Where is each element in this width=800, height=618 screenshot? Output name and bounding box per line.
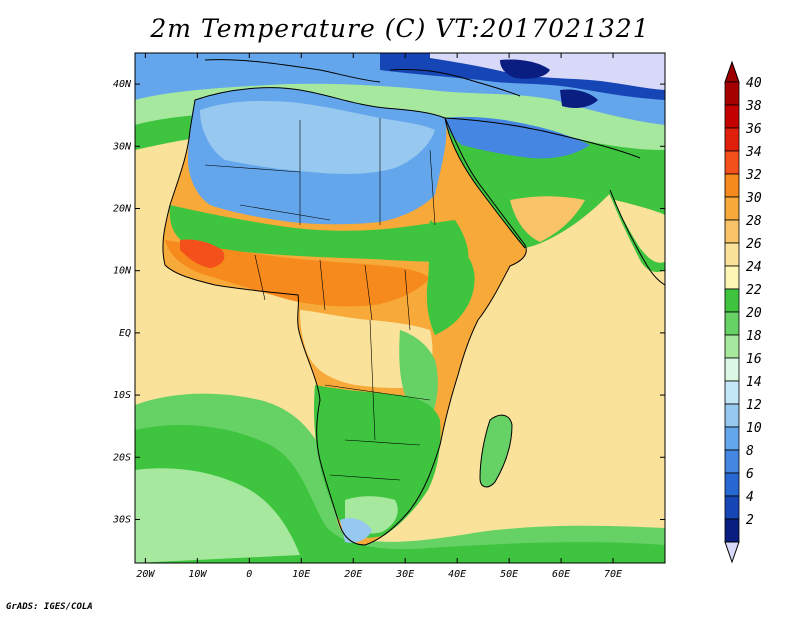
country-borders: [204, 118, 436, 481]
colorbar-segment: [724, 219, 740, 244]
sahara-light-blue: [200, 100, 435, 174]
colorbar-top-arrow: [724, 60, 740, 83]
colorbar-label: 2: [746, 513, 754, 528]
x-tick-label: 10W: [188, 569, 207, 580]
colorbar-label: 38: [745, 99, 762, 114]
arabia-coastline: [444, 117, 641, 249]
colorbar-segment: [724, 357, 740, 382]
east-africa-highlands: [426, 220, 475, 335]
colorbar-label: 14: [746, 375, 762, 390]
grads-credit: GrADS: IGES/COLA: [6, 602, 93, 612]
y-tick-label: 20S: [113, 452, 131, 463]
caspian-region: [560, 89, 598, 108]
india-yellow: [615, 200, 665, 263]
colorbar-segment: [724, 127, 740, 152]
west-africa-hot: [180, 239, 225, 268]
colorbar-label: 22: [746, 283, 762, 298]
colorbar-segment: [724, 426, 740, 451]
colorbar-segment: [724, 449, 740, 474]
east-africa-lakes: [399, 330, 438, 417]
colorbar-label: 10: [746, 421, 762, 436]
southern-africa-green: [313, 385, 441, 538]
x-tick-label: 20E: [344, 569, 362, 580]
sahel-orange: [165, 240, 430, 307]
colorbar-segment: [724, 311, 740, 336]
colorbar-segment: [724, 81, 740, 106]
colorbar-segment: [724, 265, 740, 290]
y-tick-label: EQ: [119, 328, 131, 339]
x-tick-label: 40E: [448, 569, 466, 580]
x-tick-label: 70E: [604, 569, 622, 580]
colorbar-label: 32: [745, 168, 762, 183]
temperature-map: [135, 53, 665, 563]
y-tick-label: 40N: [113, 79, 132, 90]
colorbar-label: 4: [746, 490, 754, 505]
y-tick-label: 20N: [113, 203, 132, 214]
colorbar-segment: [724, 380, 740, 405]
central-africa-yellow: [300, 310, 433, 389]
x-tick-label: 60E: [552, 569, 570, 580]
colorbar-segment: [724, 334, 740, 359]
y-axis-ticks: 40N 30N 20N 10N EQ 10S 20S 30S: [112, 79, 665, 525]
x-tick-label: 20W: [136, 569, 155, 580]
colorbar-segment: [724, 518, 740, 543]
arabia-blue: [445, 116, 590, 159]
colorbar-label: 26: [746, 237, 762, 252]
colorbar-label: 36: [745, 122, 762, 137]
colorbar-segment: [724, 150, 740, 175]
colorbar-label: 30: [745, 191, 762, 206]
madagascar: [480, 415, 512, 487]
x-tick-label: 50E: [500, 569, 518, 580]
colorbar-label: 18: [746, 329, 762, 344]
madagascar-coastline: [479, 414, 513, 488]
colorbar-label: 40: [746, 76, 762, 91]
y-tick-label: 30N: [112, 141, 132, 152]
colorbar-label: 8: [746, 444, 754, 459]
colorbar-label: 6: [746, 467, 754, 482]
india-coastline: [609, 189, 665, 286]
colorbar-label: 34: [745, 145, 762, 160]
colorbar-segment: [724, 173, 740, 198]
y-tick-label: 10S: [113, 390, 131, 401]
x-tick-label: 10E: [292, 569, 310, 580]
colorbar-segment: [724, 196, 740, 221]
x-axis-ticks: 20W 10W 0 10E 20E 30E 40E 50E 60E 70E: [136, 53, 622, 580]
x-tick-label: 30E: [395, 569, 414, 580]
colorbar-segment: [724, 403, 740, 428]
colorbar-label: 12: [746, 398, 762, 413]
cape-blue: [340, 518, 372, 543]
colorbar-segment: [724, 288, 740, 313]
colorbar-segment: [724, 104, 740, 129]
colorbar-segment: [724, 495, 740, 520]
colorbar-label: 24: [746, 260, 762, 275]
y-tick-label: 30S: [112, 514, 131, 525]
map-frame: [134, 52, 666, 564]
colorbar-segment: [724, 242, 740, 267]
x-tick-label: 0: [246, 569, 252, 580]
southwest-ocean-cool: [135, 468, 300, 563]
colorbar-bottom-arrow: [724, 541, 740, 564]
colorbar-label: 28: [746, 214, 762, 229]
colorbar-legend: 40 38 36 34 32 30 28 26 24 22 20 18 16 14 12 10 8 6 4 2: [724, 60, 762, 564]
y-tick-label: 10N: [113, 266, 132, 277]
colorbar-label: 16: [746, 352, 762, 367]
arabia-orange: [510, 196, 585, 242]
colorbar-label: 20: [746, 306, 762, 321]
black-sea-region: [500, 59, 550, 79]
europe-coastline: [204, 59, 521, 97]
sahara-green-belt: [169, 205, 469, 262]
colorbar-segment: [724, 472, 740, 497]
map-title: 2m Temperature (C) VT:2017021321: [150, 14, 650, 43]
